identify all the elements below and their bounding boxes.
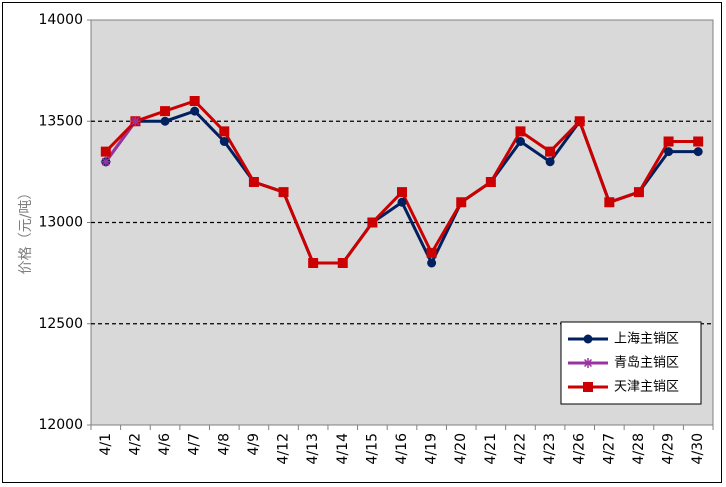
data-point-circle xyxy=(190,106,200,116)
x-tick-label: 4/27 xyxy=(601,433,617,464)
data-point-circle xyxy=(545,157,555,167)
data-point-square xyxy=(308,258,319,268)
x-tick-label: 4/1 xyxy=(98,433,114,456)
data-point-square xyxy=(219,126,230,137)
data-point-square xyxy=(604,197,615,208)
data-point-square xyxy=(485,177,496,187)
x-tick-label: 4/14 xyxy=(335,433,351,465)
x-tick-label: 4/28 xyxy=(631,433,647,464)
x-tick-label: 4/23 xyxy=(542,433,558,464)
data-point-square xyxy=(574,116,585,127)
data-point-square xyxy=(100,146,111,157)
data-point-square xyxy=(278,187,289,198)
data-point-square xyxy=(337,258,348,268)
data-point-circle xyxy=(664,147,674,157)
data-point-square xyxy=(663,136,674,147)
data-point-circle xyxy=(515,137,525,146)
data-point-circle xyxy=(693,147,703,157)
data-point-star xyxy=(100,156,111,167)
x-tick-label: 4/12 xyxy=(276,433,292,464)
data-point-square xyxy=(545,146,556,157)
x-tick-label: 4/6 xyxy=(157,433,173,456)
x-tick-label: 4/21 xyxy=(483,433,499,464)
data-point-star xyxy=(130,116,141,127)
x-tick-label: 4/22 xyxy=(512,433,528,464)
series-markers-2 xyxy=(100,116,141,167)
data-point-circle xyxy=(219,137,229,146)
legend-label: 青岛主销区 xyxy=(614,355,679,371)
y-tick-label: 12500 xyxy=(38,316,83,332)
x-tick-label: 4/16 xyxy=(394,433,410,465)
data-point-circle xyxy=(583,334,593,344)
x-tick-label: 4/8 xyxy=(216,433,232,456)
data-point-square xyxy=(633,187,644,198)
legend-label: 上海主销区 xyxy=(614,332,679,347)
data-point-square xyxy=(693,136,704,147)
x-tick-label: 4/26 xyxy=(572,433,588,465)
y-tick-label: 13500 xyxy=(38,113,83,129)
legend-label: 天津主销区 xyxy=(614,380,679,395)
data-point-circle xyxy=(160,116,170,126)
data-point-star xyxy=(583,358,593,368)
x-tick-label: 4/29 xyxy=(661,433,677,464)
data-point-square xyxy=(515,126,526,137)
x-tick-label: 4/13 xyxy=(305,433,321,464)
x-tick-label: 4/15 xyxy=(364,433,380,464)
series-markers-3 xyxy=(100,96,704,268)
x-tick-label: 4/7 xyxy=(187,433,203,456)
data-point-square xyxy=(456,197,467,208)
data-point-square xyxy=(367,217,378,228)
x-tick-label: 4/19 xyxy=(424,433,440,464)
y-axis-label: 价格（元/吨） xyxy=(18,186,34,275)
y-tick-label: 12000 xyxy=(38,417,83,433)
x-tick-label: 4/30 xyxy=(690,433,706,464)
data-point-square xyxy=(189,96,200,106)
data-point-circle xyxy=(397,197,407,207)
data-point-square xyxy=(248,177,259,187)
x-tick-label: 4/9 xyxy=(246,433,262,456)
y-tick-label: 14000 xyxy=(38,12,83,28)
data-point-square xyxy=(160,106,171,117)
data-point-circle xyxy=(427,258,437,268)
data-point-square xyxy=(583,382,593,392)
data-point-square xyxy=(397,187,407,198)
data-point-square xyxy=(426,247,437,258)
x-tick-label: 4/20 xyxy=(453,433,469,464)
x-tick-label: 4/2 xyxy=(127,433,143,456)
y-tick-label: 13000 xyxy=(38,215,83,231)
